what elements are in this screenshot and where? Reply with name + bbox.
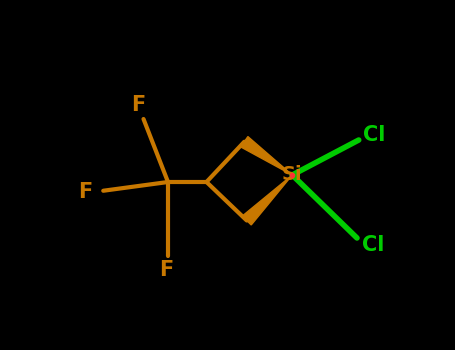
Text: Si: Si: [282, 166, 303, 184]
Polygon shape: [241, 136, 292, 175]
Polygon shape: [243, 175, 292, 225]
Text: F: F: [159, 259, 173, 280]
Text: F: F: [79, 182, 93, 203]
Text: Cl: Cl: [363, 125, 386, 145]
Text: F: F: [131, 95, 146, 115]
Text: Cl: Cl: [362, 235, 384, 255]
